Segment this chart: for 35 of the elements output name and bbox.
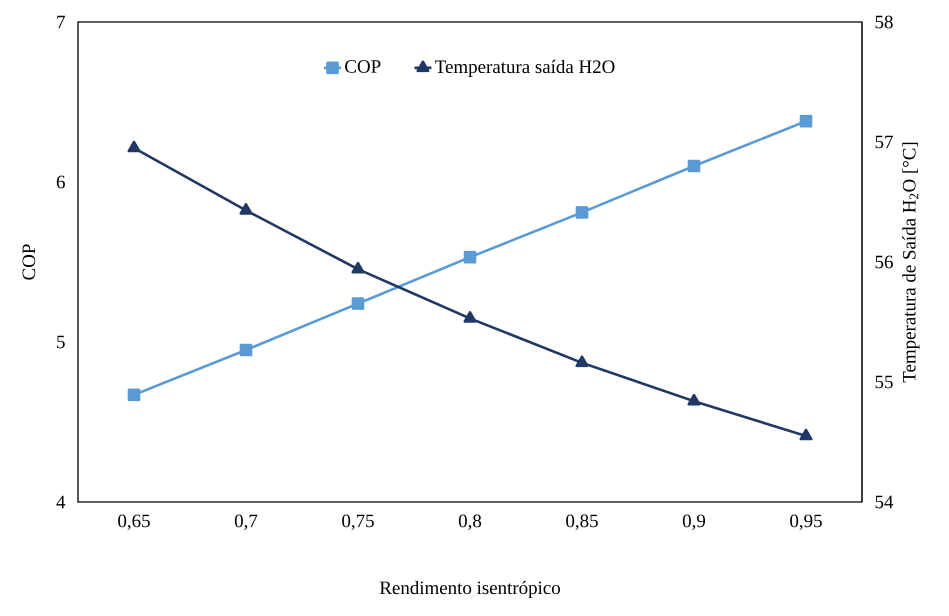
point bbox=[576, 206, 588, 219]
y2-tick-label: 54 bbox=[876, 496, 894, 508]
x-axis-title: Rendimento isentrópico bbox=[380, 580, 560, 598]
x-tick-label: 0,9 bbox=[682, 514, 706, 530]
y-tick-label: 7 bbox=[57, 16, 65, 28]
point bbox=[352, 297, 364, 310]
x-tick-label: 0,95 bbox=[790, 514, 822, 530]
point bbox=[128, 388, 140, 402]
y2-tick-label: 58 bbox=[876, 16, 893, 28]
x-tick-label: 0,85 bbox=[566, 514, 598, 530]
point bbox=[576, 355, 588, 368]
y-tick-label: 5 bbox=[57, 336, 65, 348]
point bbox=[464, 311, 476, 323]
y2-tick-label: 56 bbox=[876, 256, 893, 268]
x-tick-label: 0,65 bbox=[118, 514, 150, 530]
point bbox=[240, 203, 252, 215]
point bbox=[688, 394, 701, 406]
legend-label: COP bbox=[345, 60, 380, 73]
x-tick-label: 0,7 bbox=[234, 514, 258, 530]
point bbox=[464, 250, 476, 264]
x-tick-label: 0,75 bbox=[342, 514, 374, 530]
y-tick-label: 6 bbox=[56, 176, 65, 188]
point bbox=[800, 114, 812, 128]
y-tick-label: 4 bbox=[56, 496, 66, 508]
point bbox=[240, 344, 252, 356]
point bbox=[688, 160, 700, 172]
y2-axis-title: Temperatura de Saída H$_{2}$O [°C] bbox=[902, 142, 920, 382]
y2-tick-label: 55 bbox=[876, 376, 893, 388]
x-tick-label: 0,8 bbox=[458, 514, 482, 530]
point bbox=[352, 262, 364, 274]
y-axis-title: COP bbox=[22, 244, 36, 280]
point bbox=[800, 428, 813, 440]
y2-tick-label: 57 bbox=[876, 136, 893, 148]
legend-label: Temperatura saída H2O bbox=[435, 60, 615, 77]
point bbox=[128, 140, 140, 152]
